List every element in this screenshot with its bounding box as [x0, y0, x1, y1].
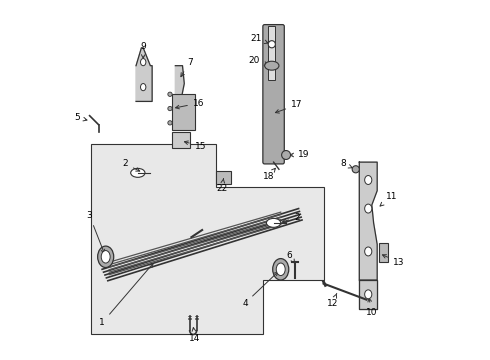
Text: 5: 5 — [74, 113, 87, 122]
Ellipse shape — [168, 107, 172, 111]
Bar — [172, 132, 190, 148]
Polygon shape — [359, 280, 377, 309]
Ellipse shape — [267, 219, 281, 227]
Ellipse shape — [276, 263, 285, 275]
Ellipse shape — [141, 84, 146, 91]
Bar — [172, 94, 195, 130]
Bar — [379, 243, 388, 262]
Text: 17: 17 — [275, 100, 302, 113]
Bar — [268, 26, 275, 80]
Polygon shape — [175, 66, 184, 102]
Ellipse shape — [141, 59, 146, 66]
Text: 8: 8 — [341, 159, 352, 168]
Text: 4: 4 — [242, 272, 278, 308]
Text: 22: 22 — [216, 179, 227, 193]
Ellipse shape — [101, 251, 110, 263]
Ellipse shape — [272, 258, 289, 280]
Ellipse shape — [98, 246, 114, 267]
Text: 9: 9 — [140, 41, 146, 58]
Text: 3: 3 — [87, 211, 105, 253]
Text: 15: 15 — [184, 141, 206, 150]
Polygon shape — [136, 48, 152, 102]
Text: 1: 1 — [99, 263, 153, 327]
Ellipse shape — [131, 168, 145, 177]
Ellipse shape — [365, 176, 372, 184]
Ellipse shape — [268, 41, 275, 48]
Ellipse shape — [168, 121, 172, 125]
Ellipse shape — [365, 247, 372, 256]
Text: 14: 14 — [189, 328, 201, 343]
Ellipse shape — [265, 61, 279, 70]
Text: 20: 20 — [248, 56, 268, 65]
Text: 21: 21 — [250, 35, 268, 44]
Ellipse shape — [365, 290, 372, 299]
Text: 2: 2 — [283, 213, 299, 222]
Ellipse shape — [365, 204, 372, 213]
Text: 16: 16 — [175, 99, 204, 109]
Text: 19: 19 — [290, 150, 310, 159]
Text: 13: 13 — [383, 255, 404, 267]
FancyBboxPatch shape — [263, 24, 284, 164]
Ellipse shape — [352, 166, 359, 173]
Text: 7: 7 — [181, 58, 193, 77]
Text: 11: 11 — [380, 192, 397, 206]
Text: 10: 10 — [366, 298, 378, 317]
Ellipse shape — [282, 150, 291, 159]
Polygon shape — [359, 162, 377, 280]
Text: 18: 18 — [263, 168, 275, 181]
Text: 6: 6 — [287, 251, 294, 263]
Bar — [217, 171, 231, 184]
Polygon shape — [92, 144, 323, 334]
Text: 12: 12 — [327, 293, 338, 308]
Ellipse shape — [168, 92, 172, 96]
Text: 2: 2 — [122, 159, 140, 171]
